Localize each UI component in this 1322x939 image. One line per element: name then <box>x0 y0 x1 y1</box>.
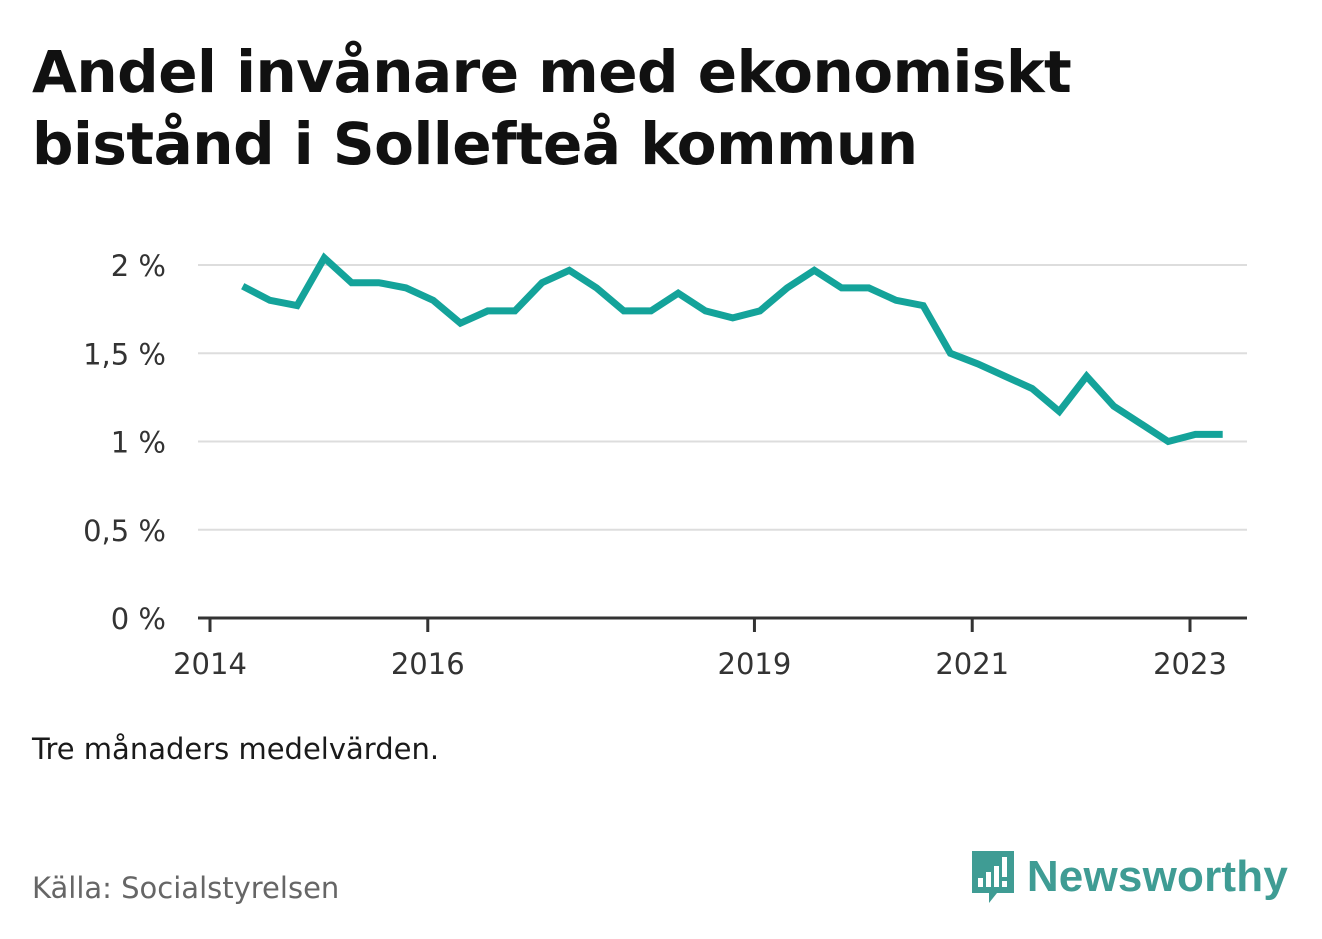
source-credit: Källa: Socialstyrelsen <box>32 871 340 905</box>
data-point <box>403 284 410 291</box>
data-point <box>593 284 600 291</box>
brand-logo[interactable]: Newsworthy <box>969 848 1288 906</box>
data-point <box>457 320 464 327</box>
data-point <box>838 284 845 291</box>
data-point <box>321 254 328 261</box>
data-point <box>484 307 491 314</box>
y-tick-label: 0 % <box>111 602 166 636</box>
data-point <box>375 279 382 286</box>
data-point <box>865 284 872 291</box>
data-point <box>1219 431 1226 438</box>
data-point <box>620 307 627 314</box>
gridlines <box>198 264 1247 531</box>
data-point <box>920 302 927 309</box>
x-tick-label: 2016 <box>391 647 465 681</box>
x-tick-label: 2023 <box>1153 647 1227 681</box>
data-point <box>539 279 546 286</box>
data-point <box>566 267 573 274</box>
data-point <box>1110 403 1117 410</box>
data-point <box>1165 438 1172 445</box>
data-point <box>675 290 682 297</box>
data-point <box>1138 420 1145 427</box>
data-point <box>1192 431 1199 438</box>
data-point <box>784 284 791 291</box>
bar-chart-speech-bubble-icon <box>971 851 1014 903</box>
x-tick-label: 2019 <box>718 647 792 681</box>
data-point <box>756 307 763 314</box>
chart-note: Tre månaders medelvärden. <box>32 732 440 766</box>
data-point <box>266 297 273 304</box>
data-point <box>974 360 981 367</box>
series <box>239 252 1226 446</box>
y-axis-labels: 0 % 0,5 % 1 % 1,5 % 2 % <box>83 249 166 636</box>
data-point <box>811 267 818 274</box>
data-point <box>893 297 900 304</box>
data-point <box>348 279 355 286</box>
data-point <box>239 283 246 290</box>
data-point <box>702 307 709 314</box>
line-chart: 0 % 0,5 % 1 % 1,5 % 2 % 2014 2016 2019 2021 2023 <box>83 249 1247 681</box>
data-point <box>430 297 437 304</box>
data-point <box>1001 373 1008 380</box>
data-point <box>1056 408 1063 415</box>
series-line <box>241 252 1223 446</box>
x-tick-label: 2014 <box>173 647 247 681</box>
data-point <box>294 302 301 309</box>
x-tick-label: 2021 <box>935 647 1009 681</box>
y-tick-label: 1,5 % <box>83 337 166 371</box>
data-point <box>648 307 655 314</box>
data-point <box>511 307 518 314</box>
y-tick-label: 2 % <box>111 249 166 283</box>
data-point <box>1083 373 1090 380</box>
y-tick-label: 1 % <box>111 426 166 460</box>
x-axis: 2014 2016 2019 2021 2023 <box>173 616 1247 681</box>
y-tick-label: 0,5 % <box>83 514 166 548</box>
brand-name: Newsworthy <box>1026 852 1288 901</box>
chart-title: Andel invånare med ekonomiskt bistånd i … <box>32 38 1072 178</box>
data-point <box>729 314 736 321</box>
data-point <box>1029 385 1036 392</box>
data-point <box>947 350 954 357</box>
